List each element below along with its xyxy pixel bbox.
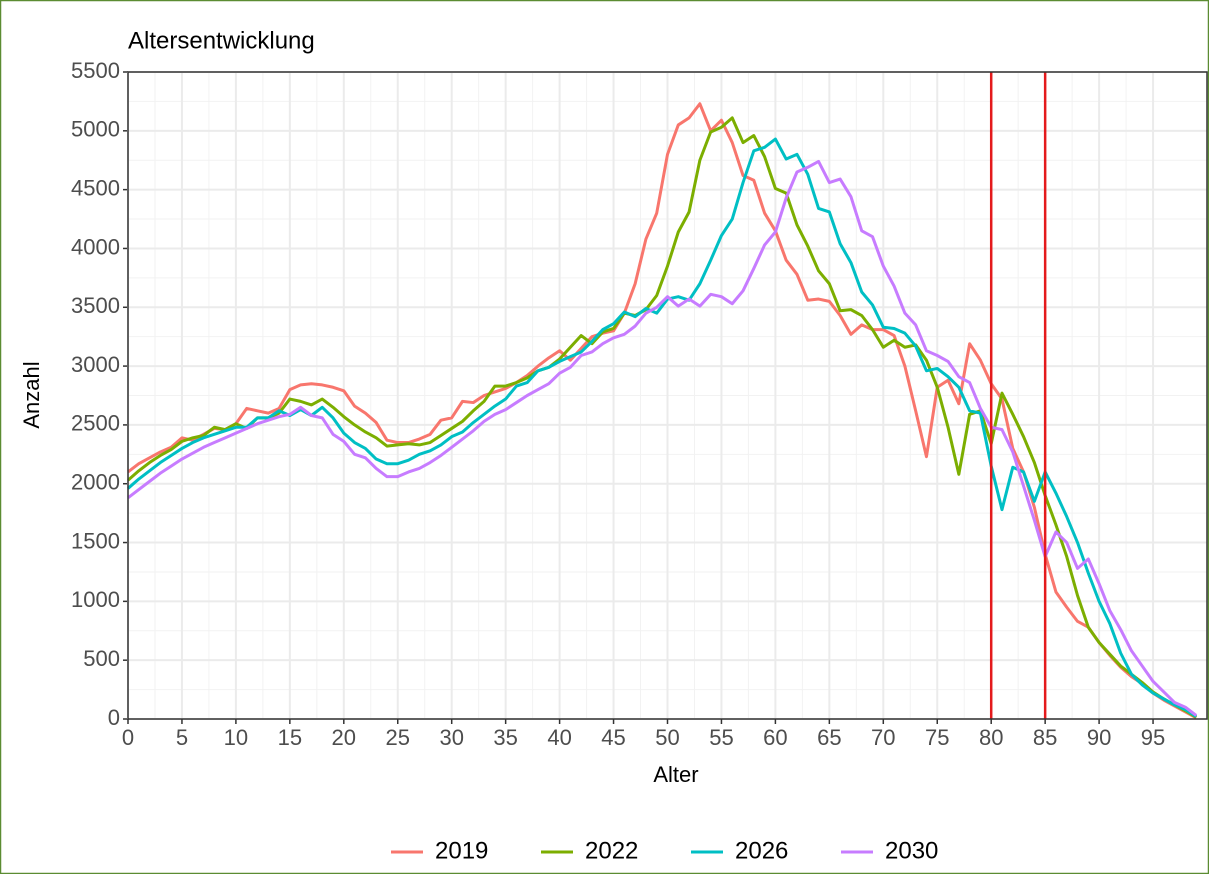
y-tick-label: 2500: [71, 411, 120, 436]
x-tick-label: 40: [547, 725, 571, 750]
x-tick-label: 95: [1141, 725, 1165, 750]
x-tick-label: 0: [122, 725, 134, 750]
x-tick-label: 30: [439, 725, 463, 750]
y-axis-label: Anzahl: [19, 361, 44, 428]
legend-label: 2022: [585, 837, 638, 864]
x-tick-label: 10: [224, 725, 248, 750]
y-tick-label: 4500: [71, 175, 120, 200]
x-tick-label: 65: [817, 725, 841, 750]
x-axis-label: Alter: [653, 762, 698, 787]
x-tick-label: 35: [493, 725, 517, 750]
x-tick-label: 45: [601, 725, 625, 750]
legend-label: 2026: [735, 837, 788, 864]
x-tick-label: 25: [386, 725, 410, 750]
y-tick-label: 3000: [71, 352, 120, 377]
x-tick-label: 20: [332, 725, 356, 750]
x-tick-label: 85: [1033, 725, 1057, 750]
plot-border: [127, 71, 1208, 720]
series-line: [127, 159, 1198, 717]
y-tick-label: 0: [108, 705, 120, 730]
y-tick-label: 5500: [71, 58, 120, 83]
x-tick-label: 90: [1087, 725, 1111, 750]
chart-title: Altersentwicklung: [128, 27, 315, 54]
y-tick-label: 3500: [71, 293, 120, 318]
x-tick-label: 70: [871, 725, 895, 750]
x-tick-label: 5: [176, 725, 188, 750]
legend-label: 2030: [885, 837, 938, 864]
x-tick-label: 80: [979, 725, 1003, 750]
y-tick-label: 2000: [71, 470, 120, 495]
x-tick-label: 60: [763, 725, 787, 750]
y-tick-label: 500: [83, 646, 120, 671]
y-tick-label: 1000: [71, 587, 120, 612]
legend-label: 2019: [435, 837, 488, 864]
x-tick-label: 55: [709, 725, 733, 750]
y-tick-label: 1500: [71, 528, 120, 553]
y-tick-label: 4000: [71, 234, 120, 259]
y-tick-label: 5000: [71, 117, 120, 142]
series-line: [127, 116, 1197, 719]
x-tick-label: 15: [278, 725, 302, 750]
series-line: [127, 102, 1197, 720]
x-tick-label: 50: [655, 725, 679, 750]
x-tick-label: 75: [925, 725, 949, 750]
